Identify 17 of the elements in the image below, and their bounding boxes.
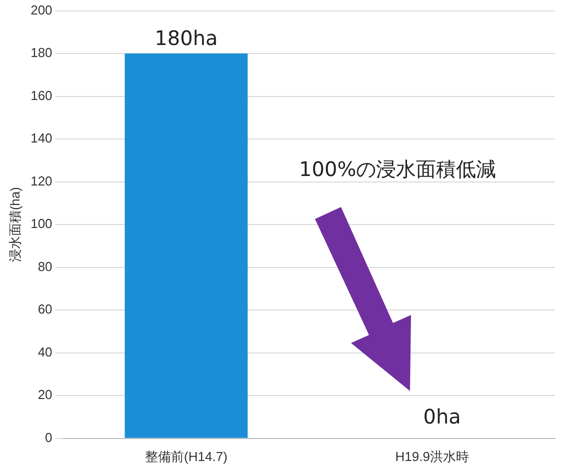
y-tick-label: 200 — [30, 2, 52, 18]
y-tick-label: 160 — [30, 88, 52, 103]
y-tick-label: 20 — [38, 387, 52, 402]
y-axis-title: 浸水面積(ha) — [7, 187, 22, 262]
y-tick-label: 100 — [30, 216, 52, 232]
annotation: 100%の浸水面積低減 — [299, 157, 496, 182]
y-tick-label: 140 — [30, 130, 52, 146]
y-tick-label: 40 — [38, 344, 52, 360]
x-tick-label: H19.9洪水時 — [395, 448, 469, 464]
x-tick-label: 整備前(H14.7) — [145, 448, 228, 464]
y-tick-label: 0 — [45, 430, 52, 445]
data-label: 180ha — [154, 26, 218, 50]
y-tick-label: 180 — [30, 45, 52, 60]
y-tick-label: 120 — [30, 173, 52, 188]
data-label: 0ha — [423, 404, 461, 429]
y-tick-label: 80 — [38, 258, 52, 274]
y-tick-label: 60 — [38, 302, 52, 317]
